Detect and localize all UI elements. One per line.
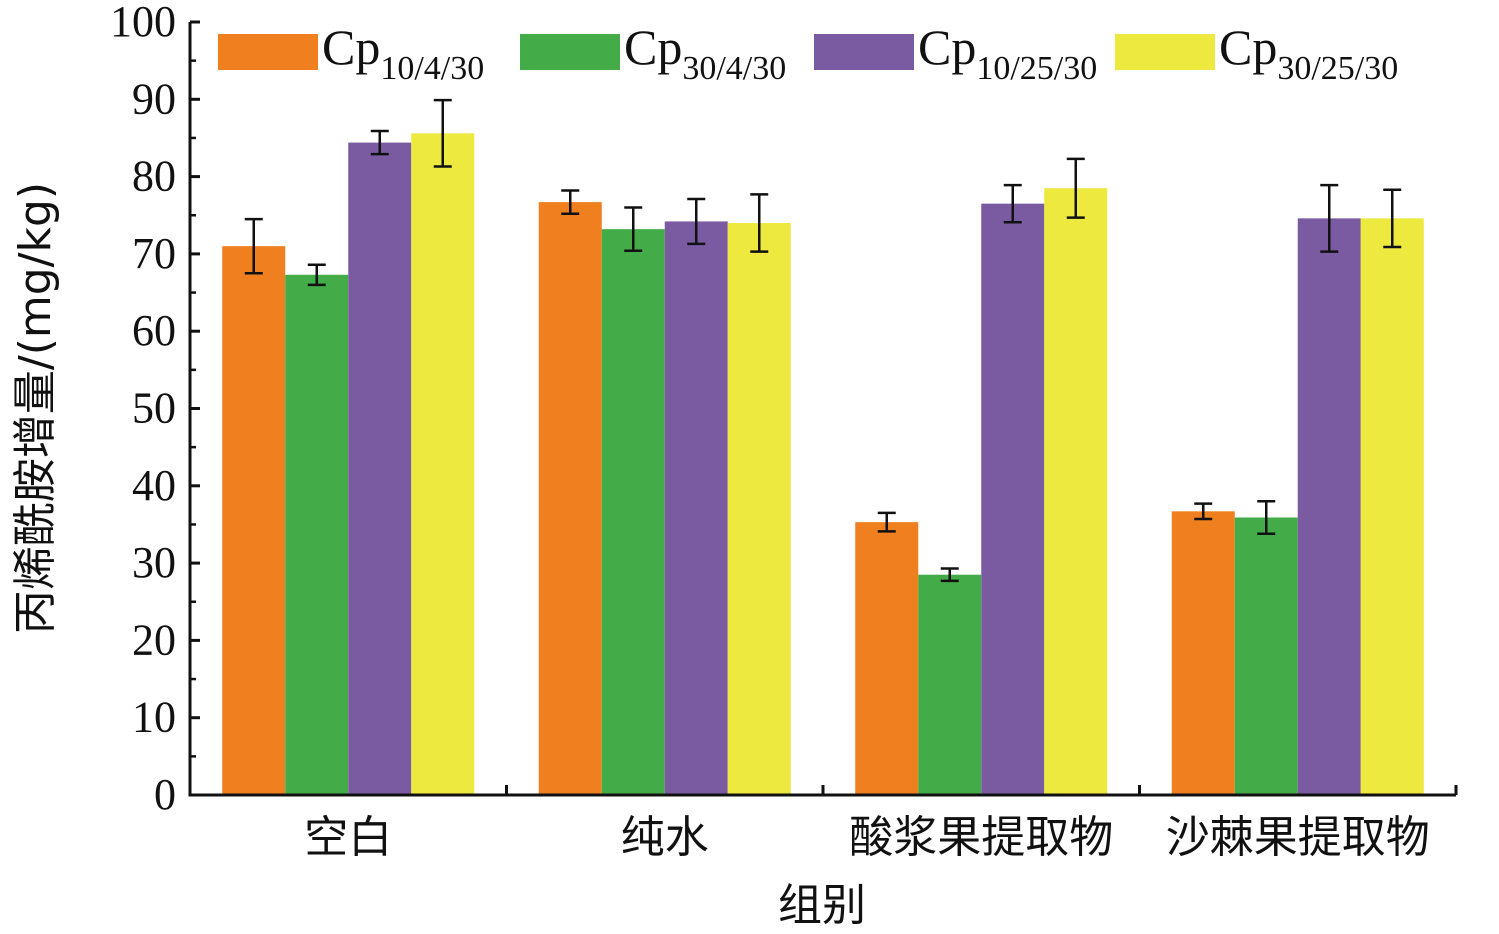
error-bar-4-3 (1066, 157, 1085, 219)
error-bar-2-3 (940, 567, 959, 583)
y-tick-label-50: 50 (132, 384, 176, 433)
bar-2-2 (601, 229, 665, 795)
legend-item-3: Cp10/25/30 (814, 19, 1097, 87)
error-bar-1-2 (561, 189, 580, 215)
bar-3-4 (1297, 218, 1361, 796)
error-bar-4-2 (750, 193, 769, 253)
error-bar-1-3 (877, 511, 896, 533)
error-bar-2-1 (307, 263, 326, 287)
legend-label-3: Cp10/25/30 (918, 19, 1097, 87)
legend-swatch-3 (814, 34, 914, 70)
y-tick-label-0: 0 (154, 770, 176, 819)
bar-4-3 (1044, 188, 1108, 795)
x-category-labels: 空白 纯水 酸浆果提取物 沙棘果提取物 (304, 812, 1430, 863)
legend-item-4: Cp30/25/30 (1115, 19, 1398, 87)
y-tick-label-80: 80 (132, 152, 176, 201)
y-tick-label-60: 60 (132, 306, 176, 355)
error-bar-2-4 (1257, 500, 1276, 535)
axes-layer (188, 20, 1458, 797)
bars-layer (222, 133, 1424, 796)
legend-swatch-2 (520, 34, 620, 70)
bar-3-2 (664, 221, 728, 795)
bar-3-1 (348, 142, 412, 795)
bar-4-1 (411, 133, 475, 795)
y-tick-label-90: 90 (132, 74, 176, 123)
y-tick-label-40: 40 (132, 461, 176, 510)
error-bars-layer (244, 98, 1402, 583)
legend-label-4: Cp30/25/30 (1219, 19, 1398, 87)
bar-4-2 (727, 222, 791, 796)
y-tick-label-30: 30 (132, 538, 176, 587)
x-axis-title: 组别 (778, 880, 866, 931)
x-tick-label-1: 空白 (304, 812, 392, 863)
y-axis-title: 丙烯酰胺增量/(mg/kg) (10, 182, 61, 634)
bar-3-3 (981, 203, 1045, 795)
legend-item-1: Cp10/4/30 (218, 19, 484, 87)
legend-swatch-4 (1115, 34, 1215, 70)
bar-2-4 (1234, 517, 1298, 795)
bar-2-1 (285, 274, 349, 795)
legend-item-2: Cp30/4/30 (520, 19, 786, 87)
x-tick-label-2: 纯水 (621, 812, 709, 863)
x-tick-label-3: 酸浆果提取物 (849, 812, 1113, 863)
bar-4-4 (1360, 218, 1424, 796)
error-bar-3-3 (1003, 183, 1022, 224)
legend-label-1: Cp10/4/30 (322, 19, 484, 87)
bar-1-2 (538, 202, 602, 795)
error-bar-4-1 (433, 98, 452, 168)
legend-label-2: Cp30/4/30 (624, 19, 786, 87)
bar-1-4 (1171, 511, 1235, 795)
bar-1-1 (222, 246, 286, 796)
bar-2-3 (918, 574, 982, 795)
y-tick-label-20: 20 (132, 615, 176, 664)
error-bar-3-1 (370, 129, 389, 156)
error-bar-3-4 (1320, 183, 1339, 253)
y-tick-label-100: 100 (110, 0, 176, 46)
y-tick-labels: 0 10 20 30 40 50 60 70 80 90 100 (110, 0, 176, 819)
legend: Cp10/4/30 Cp30/4/30 Cp10/25/30 Cp30/25/30 (218, 19, 1398, 87)
y-tick-label-70: 70 (132, 229, 176, 278)
bar-1-3 (855, 522, 919, 795)
error-bar-1-1 (244, 217, 263, 275)
legend-swatch-1 (218, 34, 318, 70)
error-bar-4-4 (1383, 188, 1402, 249)
x-tick-label-4: 沙棘果提取物 (1166, 812, 1430, 863)
error-bar-2-2 (624, 206, 643, 253)
error-bar-1-4 (1194, 502, 1213, 521)
error-bar-3-2 (687, 197, 706, 246)
y-tick-label-10: 10 (132, 693, 176, 742)
